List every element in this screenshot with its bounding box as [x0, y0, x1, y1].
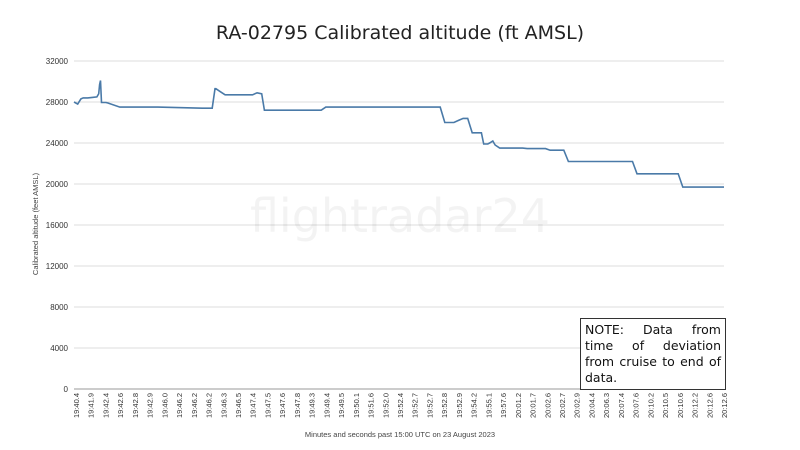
x-tick-label: 19:47.6: [278, 393, 287, 418]
x-tick-label: 19:46.2: [190, 393, 199, 418]
x-tick-label: 19:42.8: [131, 393, 140, 418]
x-tick-label: 20:12.6: [705, 393, 714, 418]
x-tick-label: 19:57.6: [499, 393, 508, 418]
x-tick-label: 19:46.0: [160, 393, 169, 418]
x-tick-label: 20:12.2: [691, 393, 700, 418]
x-tick-label: 19:46.3: [219, 393, 228, 418]
x-tick-label: 19:49.5: [337, 393, 346, 418]
y-tick-label: 24000: [46, 139, 69, 148]
y-tick-label: 0: [64, 385, 69, 394]
x-tick-label: 19:42.4: [101, 393, 110, 418]
y-tick-label: 32000: [46, 57, 69, 66]
x-tick-label: 20:10.2: [646, 393, 655, 418]
x-tick-label: 19:46.5: [234, 393, 243, 418]
x-tick-label: 19:46.2: [175, 393, 184, 418]
x-tick-label: 20:07.4: [617, 393, 626, 418]
y-tick-label: 12000: [46, 262, 69, 271]
x-axis-label: Minutes and seconds past 15:00 UTC on 23…: [305, 430, 495, 439]
x-tick-label: 19:52.4: [396, 393, 405, 418]
x-tick-label: 19:52.7: [425, 393, 434, 418]
x-tick-label: 20:12.6: [720, 393, 729, 418]
altitude-series-line: [73, 80, 724, 188]
x-tick-label: 19:49.3: [308, 393, 317, 418]
y-tick-label: 20000: [46, 180, 69, 189]
x-tick-label: 20:02.6: [543, 393, 552, 418]
x-tick-label: 19:40.4: [72, 393, 81, 418]
x-tick-label: 20:02.7: [558, 393, 567, 418]
x-tick-label: 19:50.1: [352, 393, 361, 418]
x-tick-label: 19:42.9: [146, 393, 155, 418]
x-tick-label: 19:46.2: [205, 393, 214, 418]
x-tick-label: 20:07.6: [632, 393, 641, 418]
x-tick-label: 20:01.2: [514, 393, 523, 418]
x-tick-label: 19:47.4: [249, 393, 258, 418]
y-axis-label: Calibrated altitude (feet AMSL): [31, 172, 40, 275]
note-annotation: NOTE: Data from time of deviation from c…: [580, 318, 726, 390]
x-tick-label: 19:52.7: [411, 393, 420, 418]
watermark: flightradar24: [250, 189, 550, 243]
x-tick-label: 19:52.8: [440, 393, 449, 418]
x-tick-label: 20:06.3: [602, 393, 611, 418]
x-tick-label: 19:49.4: [322, 393, 331, 418]
x-tick-label: 19:42.6: [116, 393, 125, 418]
x-tick-label: 20:10.6: [676, 393, 685, 418]
x-tick-label: 20:01.7: [529, 393, 538, 418]
chart-title: RA-02795 Calibrated altitude (ft AMSL): [215, 22, 585, 44]
x-tick-label: 19:52.9: [455, 393, 464, 418]
y-tick-label: 8000: [50, 303, 68, 312]
x-tick-label: 20:10.5: [661, 393, 670, 418]
y-tick-label: 28000: [46, 98, 69, 107]
x-tick-label: 19:51.6: [367, 393, 376, 418]
x-tick-label: 19:47.5: [263, 393, 272, 418]
y-tick-label: 16000: [46, 221, 69, 230]
y-tick-label: 4000: [50, 344, 68, 353]
x-tick-label: 19:52.0: [381, 393, 390, 418]
x-tick-label: 20:02.9: [573, 393, 582, 418]
x-tick-label: 19:47.8: [293, 393, 302, 418]
x-tick-label: 20:04.4: [587, 393, 596, 418]
x-tick-label: 19:55.1: [484, 393, 493, 418]
x-tick-label: 19:41.9: [87, 393, 96, 418]
x-tick-label: 19:54.2: [470, 393, 479, 418]
